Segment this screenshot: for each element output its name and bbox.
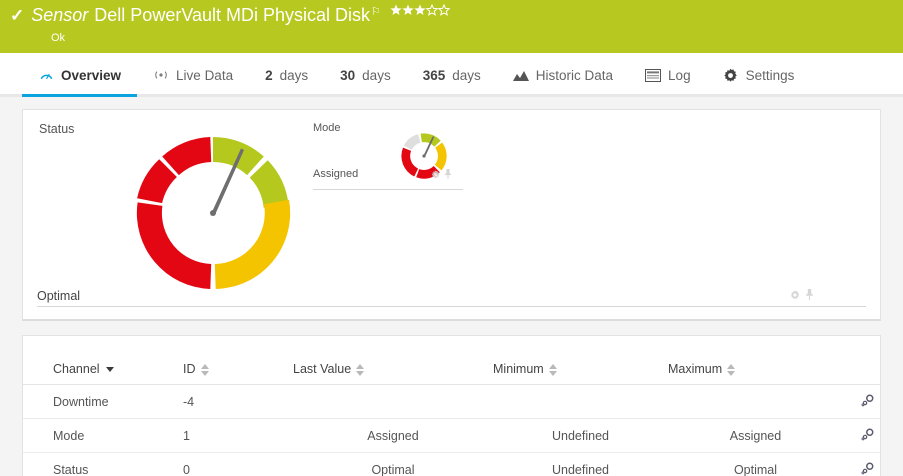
log-icon: [645, 67, 662, 83]
col-label: Last Value: [293, 362, 352, 376]
cell-actions[interactable]: [843, 452, 880, 476]
tab-overview[interactable]: Overview: [22, 53, 138, 97]
tab-live-data[interactable]: Live Data: [137, 53, 249, 97]
tab-label: days: [279, 67, 309, 83]
cell-channel: Downtime: [23, 384, 183, 419]
mode-gauge-icons: [431, 166, 452, 184]
col-header-last-value[interactable]: Last Value: [293, 358, 493, 385]
col-label: ID: [183, 362, 196, 376]
header-title-row: ✓ Sensor Dell PowerVault MDi Physical Di…: [10, 3, 903, 31]
channels-table: Channel ID Last Value Minimum Maximum: [23, 358, 880, 476]
cell-maximum: Optimal: [668, 452, 843, 476]
sensor-kind-label: Sensor: [31, 5, 89, 25]
table-body: Downtime -4: [23, 384, 880, 476]
status-value: Optimal: [37, 288, 81, 303]
cell-id: -4: [183, 384, 293, 419]
tab-bar: Overview Live Data 2 days 30 days 365 da…: [0, 53, 903, 97]
col-label: Channel: [53, 362, 100, 376]
main-content: Status: [0, 97, 903, 476]
cell-last-value: Optimal: [293, 452, 493, 476]
cell-minimum: [493, 384, 668, 419]
col-header-channel[interactable]: Channel: [23, 358, 183, 385]
gauge-icon: [38, 67, 54, 83]
gear-icon[interactable]: [431, 166, 440, 184]
cell-maximum: [668, 384, 843, 419]
cell-last-value: Assigned: [293, 418, 493, 453]
status-badge: Ok: [51, 32, 66, 44]
sort-icon: [356, 363, 365, 376]
tab-label: Overview: [61, 67, 122, 83]
tab-label: Settings: [745, 67, 795, 83]
sensor-header: ✓ Sensor Dell PowerVault MDi Physical Di…: [0, 0, 903, 53]
tab-label: Historic Data: [535, 67, 614, 83]
pin-icon[interactable]: [444, 166, 452, 184]
tab-30-days[interactable]: 30 days: [324, 53, 407, 97]
cell-last-value: [293, 384, 493, 419]
cell-actions[interactable]: [843, 418, 880, 453]
col-label: Minimum: [493, 362, 544, 376]
cell-actions[interactable]: [843, 384, 880, 419]
tab-365-days[interactable]: 365 days: [407, 53, 497, 97]
page-title: Dell PowerVault MDi Physical Disk: [94, 5, 371, 25]
tab-label: days: [362, 67, 391, 83]
tab-log[interactable]: Log: [629, 53, 707, 97]
tab-number: 30: [340, 67, 356, 83]
status-value-row: Optimal: [37, 285, 866, 307]
tab-2-days[interactable]: 2 days: [249, 53, 324, 97]
gear-icon[interactable]: [790, 287, 800, 305]
tab-label: Log: [668, 67, 691, 83]
table-row[interactable]: Mode 1 Assigned Undefined Assigned: [23, 418, 880, 453]
sort-icon: [200, 363, 209, 376]
status-gauge: [128, 129, 298, 297]
live-icon: [153, 67, 169, 83]
table-head: Channel ID Last Value Minimum Maximum: [23, 358, 880, 385]
cell-channel: Mode: [23, 418, 183, 453]
cell-maximum: Assigned: [668, 418, 843, 453]
settings-icon[interactable]: [861, 393, 875, 410]
mode-label: Mode: [313, 122, 341, 134]
check-icon: ✓: [10, 6, 25, 25]
table-row[interactable]: Downtime -4: [23, 384, 880, 419]
cell-id: 0: [183, 452, 293, 476]
cell-id: 1: [183, 418, 293, 453]
status-panel: Status: [22, 109, 881, 321]
table-header-row: Channel ID Last Value Minimum Maximum: [23, 358, 880, 385]
cell-minimum: Undefined: [493, 452, 668, 476]
gear-icon: [723, 67, 739, 83]
col-label: Maximum: [668, 362, 723, 376]
chart-icon: [512, 67, 529, 83]
col-header-actions: [843, 358, 880, 385]
col-header-maximum[interactable]: Maximum: [668, 358, 843, 385]
col-header-minimum[interactable]: Minimum: [493, 358, 668, 385]
rating-stars[interactable]: [390, 3, 452, 19]
pin-icon[interactable]: [805, 287, 814, 305]
mode-value: Assigned: [313, 168, 359, 180]
cell-minimum: Undefined: [493, 418, 668, 453]
sort-icon: [727, 363, 736, 376]
mode-gauge: [398, 132, 450, 180]
tab-label: days: [452, 67, 481, 83]
flag-icon[interactable]: ⚐: [371, 6, 381, 18]
cell-channel: Status: [23, 452, 183, 476]
settings-icon[interactable]: [861, 461, 875, 476]
tab-settings[interactable]: Settings: [707, 53, 811, 97]
sort-icon: [548, 363, 557, 376]
tab-number: 365: [422, 67, 446, 83]
status-panel-icons: [790, 287, 866, 305]
settings-icon[interactable]: [861, 427, 875, 444]
channels-panel: Channel ID Last Value Minimum Maximum: [22, 335, 881, 476]
table-row[interactable]: Status 0 Optimal Undefined Optimal: [23, 452, 880, 476]
tab-label: Live Data: [176, 67, 234, 83]
status-panel-title: Status: [39, 122, 75, 136]
sort-desc-icon: [105, 367, 114, 373]
tab-historic-data[interactable]: Historic Data: [497, 53, 629, 97]
mode-mini-block: Mode Assigned: [313, 122, 463, 190]
tab-number: 2: [265, 67, 273, 83]
mode-value-row: Assigned: [313, 168, 463, 190]
col-header-id[interactable]: ID: [183, 358, 293, 385]
